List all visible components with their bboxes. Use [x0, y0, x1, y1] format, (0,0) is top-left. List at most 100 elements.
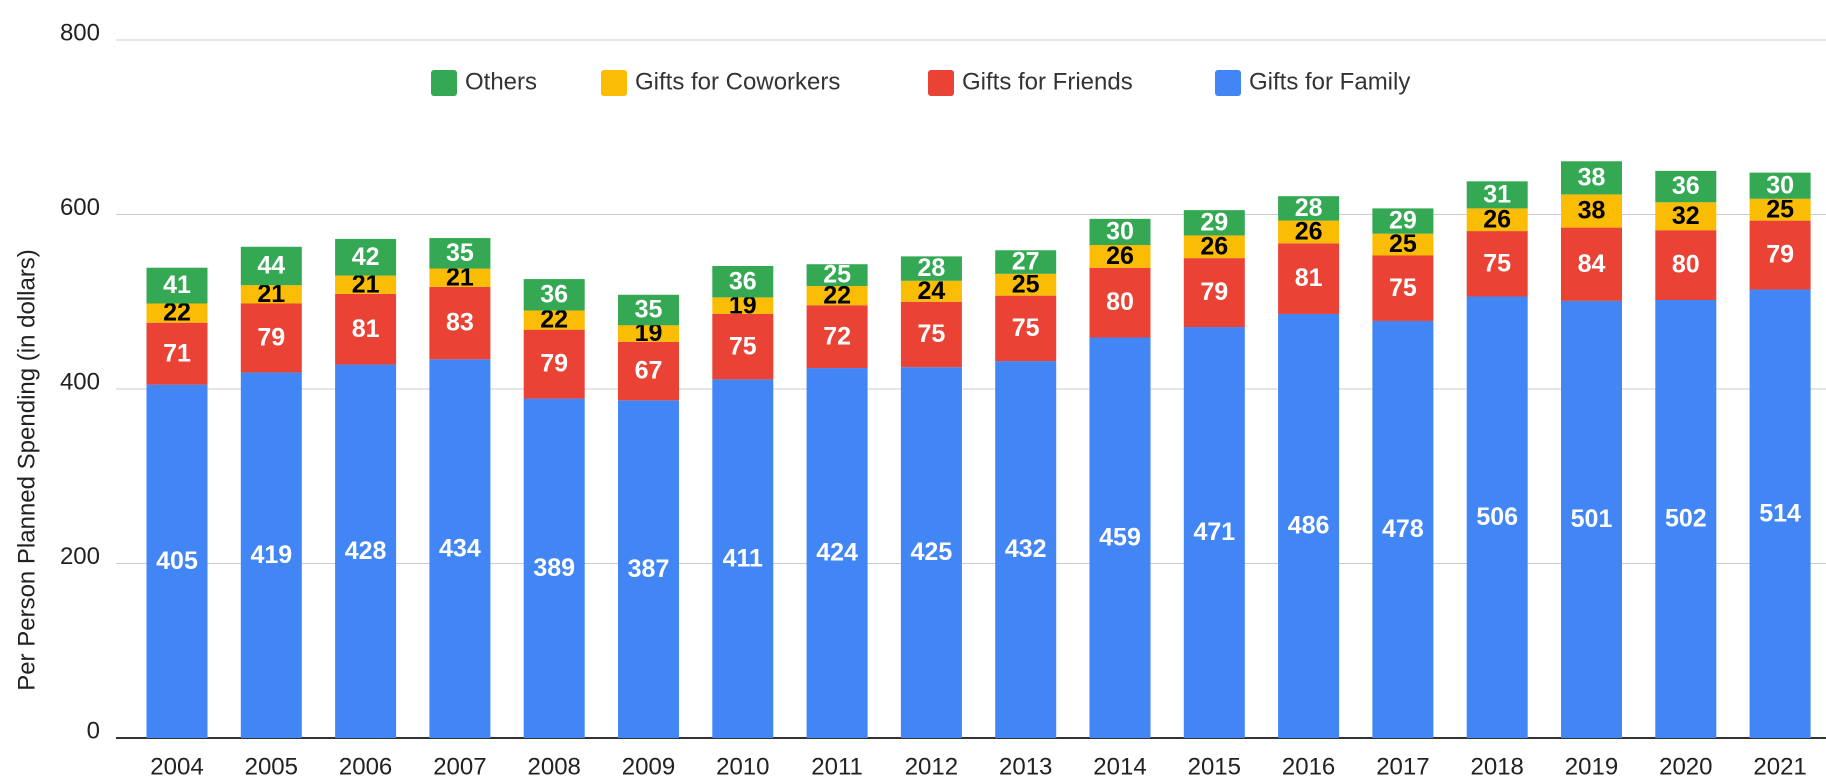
data-label: 29: [1389, 207, 1417, 235]
bar-segment: [1655, 230, 1717, 301]
data-label: 389: [533, 554, 575, 582]
data-label: 75: [1483, 249, 1511, 277]
data-label: 30: [1766, 171, 1794, 199]
bar-segment: [146, 322, 208, 385]
data-label: 79: [1200, 278, 1228, 306]
bar-segment: [712, 379, 774, 738]
data-label: 25: [1012, 270, 1040, 298]
bar-segment: [900, 367, 962, 738]
data-label: 31: [1483, 180, 1511, 208]
bar-segment: [995, 361, 1057, 738]
y-axis-label: Per Person Planned Spending (in dollars): [13, 249, 40, 691]
bar-segment: [240, 285, 302, 304]
data-label: 42: [352, 243, 380, 271]
bar-segment: [523, 310, 585, 330]
bar-segment: [1466, 208, 1528, 232]
data-label: 38: [1578, 163, 1606, 191]
x-tick-label: 2017: [1376, 753, 1429, 780]
data-label: 471: [1193, 518, 1235, 546]
data-label: 35: [635, 296, 663, 324]
bar-segment: [1466, 296, 1528, 738]
data-label: 501: [1571, 505, 1613, 533]
legend-label: Gifts for Family: [1249, 68, 1410, 95]
bar-segment: [995, 273, 1057, 296]
bar-segment: [1466, 181, 1528, 209]
bar-segment: [523, 398, 585, 738]
y-tick-label: 0: [87, 717, 100, 744]
data-label: 28: [917, 254, 945, 282]
bar-segment: [429, 286, 491, 360]
data-label: 514: [1759, 499, 1801, 527]
bar-segment: [712, 313, 774, 380]
bar-segment: [995, 250, 1057, 274]
bar-segment: [335, 364, 397, 738]
data-label: 506: [1476, 503, 1518, 531]
data-label: 28: [1295, 194, 1323, 222]
bar-segment: [429, 359, 491, 738]
bar-segment: [1655, 170, 1717, 203]
x-tick-label: 2013: [999, 753, 1052, 780]
x-tick-label: 2021: [1753, 753, 1806, 780]
bar-segment: [1183, 258, 1245, 328]
x-tick-label: 2012: [905, 753, 958, 780]
data-label: 486: [1288, 512, 1330, 540]
x-tick-label: 2016: [1282, 753, 1335, 780]
bar-segment: [1372, 208, 1434, 234]
data-label: 38: [1578, 197, 1606, 225]
bar-segment: [618, 325, 679, 342]
bar-segment: [335, 293, 397, 365]
bar-segment: [1372, 255, 1434, 321]
data-label: 75: [729, 332, 757, 360]
bar-segment: [712, 265, 774, 298]
data-label: 79: [540, 350, 568, 378]
bar-segment: [618, 400, 679, 738]
data-label: 36: [729, 267, 757, 295]
bar-segment: [240, 303, 302, 373]
legend-swatch: [1215, 70, 1241, 96]
bar-segment: [240, 372, 302, 738]
bar-segment: [1655, 300, 1717, 738]
bar-segment: [806, 305, 868, 369]
data-label: 27: [1012, 248, 1040, 276]
legend-label: Gifts for Friends: [962, 68, 1133, 95]
x-tick-label: 2020: [1659, 753, 1712, 780]
bar-segment: [1749, 220, 1811, 290]
data-label: 44: [257, 252, 285, 280]
data-label: 29: [1200, 208, 1228, 236]
y-tick-label: 600: [60, 194, 100, 221]
bar-segment: [335, 238, 397, 276]
x-tick-label: 2009: [622, 753, 675, 780]
x-tick-label: 2011: [811, 753, 863, 780]
data-label: 75: [1012, 314, 1040, 342]
bar-segment: [618, 294, 679, 326]
y-tick-label: 800: [60, 19, 100, 46]
data-label: 72: [823, 322, 851, 350]
data-label: 425: [911, 538, 953, 566]
x-tick-label: 2004: [150, 753, 203, 780]
bar-segment: [1278, 313, 1340, 738]
legend-swatch: [601, 70, 627, 96]
bar-segment: [1183, 235, 1245, 259]
data-label: 26: [1483, 205, 1511, 233]
bar-segment: [1089, 337, 1151, 738]
data-label: 26: [1295, 218, 1323, 246]
bar-segment: [1655, 202, 1717, 231]
bar-segment: [1466, 231, 1528, 297]
data-label: 428: [345, 537, 387, 565]
bar-segment: [146, 303, 208, 323]
legend-label: Others: [465, 68, 537, 95]
x-tick-label: 2005: [245, 753, 298, 780]
x-tick-label: 2019: [1565, 753, 1618, 780]
data-label: 36: [540, 280, 568, 308]
bar-segment: [1749, 289, 1811, 738]
bar-segment: [240, 246, 302, 286]
data-label: 26: [1106, 242, 1134, 270]
bar-segment: [1278, 220, 1340, 244]
y-tick-label: 400: [60, 368, 100, 395]
data-label: 502: [1665, 505, 1707, 533]
data-label: 25: [823, 261, 851, 289]
bar-segment: [335, 275, 397, 294]
legend-label: Gifts for Coworkers: [635, 68, 840, 95]
bar-segment: [146, 384, 208, 738]
legend-swatch: [431, 70, 457, 96]
